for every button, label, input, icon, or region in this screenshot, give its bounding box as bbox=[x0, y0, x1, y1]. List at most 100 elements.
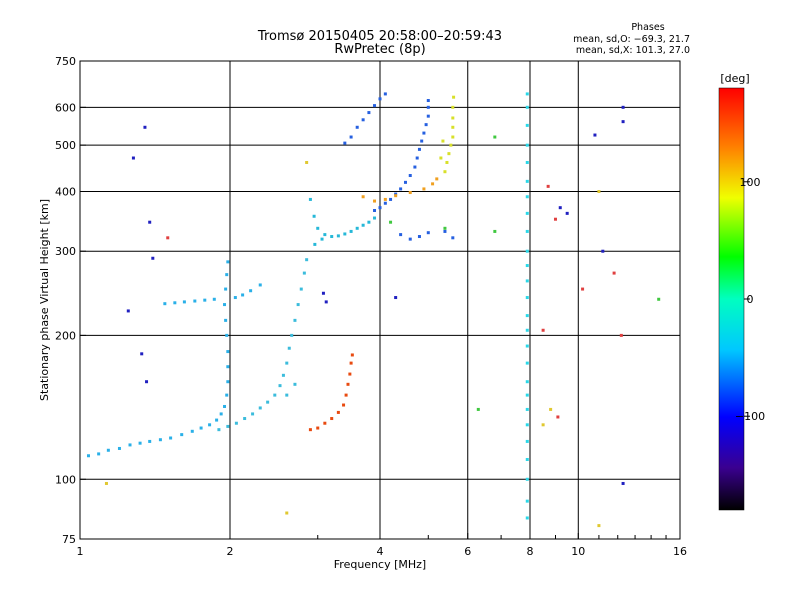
data-point bbox=[249, 289, 253, 293]
data-point bbox=[226, 365, 230, 369]
data-point bbox=[621, 481, 625, 485]
data-point bbox=[597, 524, 601, 528]
data-point bbox=[549, 407, 553, 411]
data-point bbox=[565, 211, 569, 215]
data-point bbox=[193, 299, 197, 303]
data-point bbox=[281, 373, 285, 377]
data-point bbox=[349, 135, 353, 139]
data-point bbox=[525, 344, 529, 348]
data-point bbox=[217, 428, 221, 432]
y-tick-label: 300 bbox=[55, 245, 76, 258]
x-tick-label: 2 bbox=[227, 545, 234, 558]
data-point bbox=[601, 249, 605, 253]
data-point bbox=[290, 333, 294, 337]
data-point bbox=[361, 223, 365, 227]
x-axis-label: Frequency [MHz] bbox=[334, 558, 426, 571]
data-point bbox=[305, 160, 309, 164]
data-point bbox=[394, 194, 398, 198]
data-point bbox=[323, 233, 327, 237]
legend-line-o: mean, sd,O: −69.3, 21.7 bbox=[573, 34, 690, 45]
data-point bbox=[525, 229, 529, 233]
data-point bbox=[525, 314, 529, 318]
data-point bbox=[394, 296, 398, 300]
data-point bbox=[355, 226, 359, 230]
data-point bbox=[266, 400, 270, 404]
data-point bbox=[212, 297, 216, 301]
data-point bbox=[243, 417, 247, 421]
data-point bbox=[426, 114, 430, 118]
data-point bbox=[350, 353, 354, 357]
data-point bbox=[219, 412, 223, 416]
data-point bbox=[223, 303, 227, 307]
data-point bbox=[525, 423, 529, 427]
legend-line-x: mean, sd,X: 101.3, 27.0 bbox=[576, 45, 690, 56]
data-point bbox=[215, 418, 219, 422]
y-tick-label: 100 bbox=[55, 473, 76, 486]
data-point bbox=[558, 206, 562, 210]
data-point bbox=[208, 423, 212, 427]
data-point bbox=[378, 206, 382, 210]
data-point bbox=[321, 291, 325, 295]
data-point bbox=[541, 423, 545, 427]
data-point bbox=[449, 143, 453, 147]
data-point bbox=[313, 242, 317, 246]
x-tick-label: 6 bbox=[464, 545, 471, 558]
data-point bbox=[422, 187, 426, 191]
y-tick-label: 75 bbox=[62, 533, 76, 546]
colorbar-tick-label: 100 bbox=[740, 176, 761, 189]
data-point bbox=[145, 380, 149, 384]
data-point bbox=[493, 229, 497, 233]
data-point bbox=[525, 380, 529, 384]
data-point bbox=[342, 403, 346, 407]
data-point bbox=[226, 260, 230, 264]
data-point bbox=[343, 141, 347, 145]
data-point bbox=[128, 443, 132, 447]
data-point bbox=[424, 123, 428, 127]
data-point bbox=[336, 410, 340, 414]
data-point bbox=[344, 393, 348, 397]
data-point bbox=[451, 105, 455, 109]
data-point bbox=[451, 125, 455, 129]
data-point bbox=[336, 234, 340, 238]
data-point bbox=[415, 156, 419, 160]
data-point bbox=[373, 199, 377, 203]
data-point bbox=[287, 346, 291, 350]
data-point bbox=[389, 197, 393, 201]
data-point bbox=[285, 511, 289, 515]
data-point bbox=[525, 195, 529, 199]
data-point bbox=[148, 439, 152, 443]
data-point bbox=[299, 287, 303, 291]
data-point bbox=[308, 197, 312, 201]
data-point bbox=[426, 231, 430, 235]
data-point bbox=[140, 352, 144, 356]
data-point bbox=[106, 448, 110, 452]
data-point bbox=[621, 120, 625, 124]
data-point bbox=[348, 372, 352, 376]
data-point bbox=[525, 143, 529, 147]
data-point bbox=[173, 301, 177, 305]
data-point bbox=[203, 298, 207, 302]
data-point bbox=[285, 361, 289, 365]
data-point bbox=[525, 296, 529, 300]
y-tick-label: 600 bbox=[55, 101, 76, 114]
data-point bbox=[441, 139, 445, 143]
y-tick-label: 500 bbox=[55, 139, 76, 152]
data-point bbox=[224, 318, 228, 322]
data-point bbox=[597, 189, 601, 193]
data-point bbox=[445, 160, 449, 164]
data-point bbox=[657, 297, 661, 301]
data-point bbox=[383, 201, 387, 205]
data-point bbox=[308, 428, 312, 432]
data-point bbox=[373, 104, 377, 108]
data-point bbox=[408, 237, 412, 241]
data-point bbox=[525, 123, 529, 127]
data-point bbox=[226, 380, 230, 384]
data-point bbox=[143, 125, 147, 129]
data-point bbox=[417, 235, 421, 239]
data-point bbox=[312, 214, 316, 218]
data-point bbox=[223, 404, 227, 408]
data-point bbox=[373, 216, 377, 220]
x-tick-label: 10 bbox=[571, 545, 585, 558]
data-point bbox=[525, 393, 529, 397]
data-point bbox=[408, 174, 412, 178]
